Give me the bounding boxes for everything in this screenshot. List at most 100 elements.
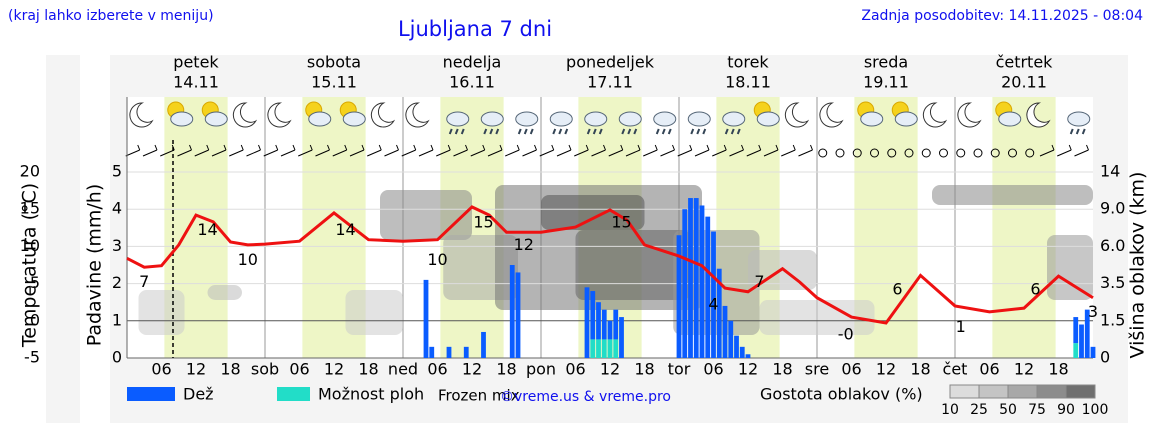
rain-bar (613, 309, 619, 340)
cloud (342, 111, 366, 127)
cloud-shade (759, 300, 875, 335)
temp-tick-label: 10 (20, 236, 40, 255)
rain-bar (682, 209, 688, 358)
cloud-shade (541, 195, 645, 230)
cloud (618, 111, 642, 127)
shower-bar (590, 339, 596, 358)
rain-bar (429, 346, 435, 358)
precip-tick-label: 3 (112, 236, 122, 255)
weather-icon (653, 111, 677, 135)
cloud-shade (138, 290, 185, 335)
temp-extreme-label: -0 (838, 324, 854, 343)
wind-barb (556, 144, 572, 157)
calm-wind (921, 148, 931, 158)
wind-barb (194, 144, 210, 157)
cloud-shade (932, 185, 1093, 205)
cloud-tick-label: 0 (1100, 348, 1110, 367)
wind-barb (125, 144, 141, 157)
rain-bar (1084, 309, 1090, 358)
calm-wind (852, 148, 862, 158)
cloud-legend-tick: 90 (1057, 402, 1075, 418)
cloud-legend-box (1036, 384, 1067, 399)
cloud-legend-tick: 75 (1028, 402, 1046, 418)
temperature-line (126, 205, 1094, 325)
rain (483, 128, 500, 135)
cloud-shade (1047, 235, 1093, 300)
legend-label: Možnost ploh (318, 385, 424, 404)
wind-barb (746, 144, 762, 157)
day-date: 17.11 (587, 73, 633, 92)
temp-extreme-label: 6 (1030, 280, 1040, 299)
weather-icon (480, 111, 504, 135)
rain-bar (481, 331, 486, 358)
cloud-shade (380, 190, 472, 240)
rain-bar (596, 302, 601, 340)
temp-extreme-label: 7 (754, 272, 764, 291)
temp-extreme-label: 15 (611, 213, 631, 232)
weather-icon (753, 101, 780, 127)
wind-barb (384, 144, 399, 157)
x-tick-label: 06 (565, 360, 585, 379)
temp-tick-label: 20 (20, 162, 40, 181)
legend-swatch (277, 387, 310, 401)
x-tick-label: 12 (600, 360, 620, 379)
left-panel (46, 55, 80, 423)
legend-label: Dež (183, 385, 214, 404)
wind-barb (298, 144, 313, 157)
rain-bar (515, 272, 521, 358)
weather-icon (370, 102, 396, 128)
wind-barb (315, 144, 330, 157)
wind-barb (694, 144, 710, 157)
rain-bar (676, 235, 682, 358)
temp-extreme-label: 12 (514, 235, 534, 254)
rain (621, 128, 638, 135)
day-band (992, 97, 1056, 358)
x-tick-label: čet (943, 360, 968, 379)
rain-bar (1090, 346, 1096, 358)
calm-wind (870, 148, 879, 158)
cloud (756, 111, 780, 127)
cloud-legend-box (949, 384, 980, 399)
cloud-shade (575, 230, 691, 300)
calm-wind (1008, 148, 1017, 158)
weather-icon (339, 101, 366, 127)
weather-icon (129, 102, 154, 128)
day-date: 15.11 (311, 73, 357, 92)
calm-wind (990, 148, 1000, 158)
day-name: sobota (307, 53, 361, 72)
rain-bar (423, 279, 429, 358)
cloud-legend-tick: 100 (1082, 402, 1109, 418)
day-name: torek (727, 53, 769, 72)
temp-tick-label: 5 (30, 273, 40, 292)
x-tick-label: sob (251, 360, 279, 379)
wind-barb (729, 144, 744, 157)
cloud-shade (345, 290, 403, 335)
day-name: petek (173, 53, 219, 72)
wind-barb (1039, 144, 1055, 157)
x-tick-label: 18 (772, 360, 792, 379)
weather-icon (618, 111, 642, 135)
temp-tick-label: -5 (24, 348, 40, 367)
x-tick-label: 06 (427, 360, 447, 379)
x-tick-label: pon (526, 360, 556, 379)
cloud-tick-label: 9.0 (1100, 199, 1125, 218)
legend-swatch (127, 387, 175, 401)
cloud (480, 111, 504, 127)
wind-barb (229, 144, 244, 157)
wind-barb (781, 144, 796, 157)
rain-bar (1079, 324, 1084, 358)
rain-bar (693, 198, 699, 358)
moon (267, 102, 292, 128)
cloud (170, 111, 194, 127)
cloud-shade (207, 285, 242, 300)
moon (819, 102, 844, 128)
calm-wind (818, 148, 828, 158)
rain-bar (607, 320, 613, 340)
day-date: 19.11 (863, 73, 909, 92)
rain (1069, 128, 1086, 135)
temp-extreme-label: 7 (139, 272, 149, 291)
day-date: 16.11 (449, 73, 495, 92)
calm-wind (956, 148, 966, 158)
calm-wind (887, 148, 897, 158)
cloud (549, 111, 573, 127)
